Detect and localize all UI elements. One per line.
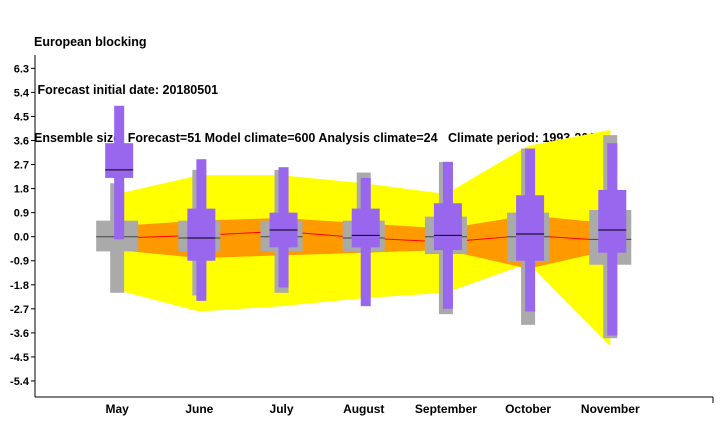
y-tick-label: 2.7 bbox=[14, 160, 29, 172]
y-tick-label: -4.5 bbox=[10, 352, 29, 364]
y-tick-label: 4.5 bbox=[14, 111, 29, 123]
y-tick-label: -0.9 bbox=[10, 256, 29, 268]
y-tick-label: 3.6 bbox=[14, 136, 29, 148]
forecast-box bbox=[516, 195, 545, 261]
forecast-box-august bbox=[351, 177, 380, 307]
x-category-label-august: August bbox=[343, 402, 384, 416]
forecast-box-october bbox=[516, 148, 545, 312]
x-category-label-october: October bbox=[505, 402, 551, 416]
y-tick-label: 5.4 bbox=[14, 87, 30, 99]
y-tick-label: 1.8 bbox=[14, 184, 29, 196]
forecast-box bbox=[351, 208, 380, 248]
forecast-box bbox=[433, 203, 462, 251]
forecast-box-june bbox=[187, 159, 216, 301]
forecast-box-july bbox=[269, 167, 298, 288]
y-tick-label: 0.0 bbox=[14, 232, 29, 244]
x-category-label-june: June bbox=[185, 402, 213, 416]
x-category-label-september: September bbox=[415, 402, 477, 416]
y-tick-label: 6.3 bbox=[14, 63, 29, 75]
forecast-box-may bbox=[105, 105, 134, 240]
x-category-label-may: May bbox=[106, 402, 130, 416]
forecast-box-september bbox=[433, 161, 462, 309]
y-tick-label: -3.6 bbox=[10, 328, 29, 340]
chart-title: European blocking bbox=[34, 35, 147, 49]
y-tick-label: -2.7 bbox=[10, 304, 29, 316]
forecast-box bbox=[598, 189, 627, 253]
forecast-box bbox=[105, 143, 134, 178]
forecast-box bbox=[187, 208, 216, 261]
y-tick-label: -5.4 bbox=[10, 376, 30, 388]
x-category-label-july: July bbox=[270, 402, 294, 416]
chart-subtitle-forecast-date: Forecast initial date: 20180501 bbox=[34, 83, 219, 97]
forecast-box-november bbox=[598, 143, 627, 336]
y-tick-label: 0.9 bbox=[14, 208, 29, 220]
x-category-label-november: November bbox=[581, 402, 640, 416]
y-tick-label: -1.8 bbox=[10, 280, 29, 292]
